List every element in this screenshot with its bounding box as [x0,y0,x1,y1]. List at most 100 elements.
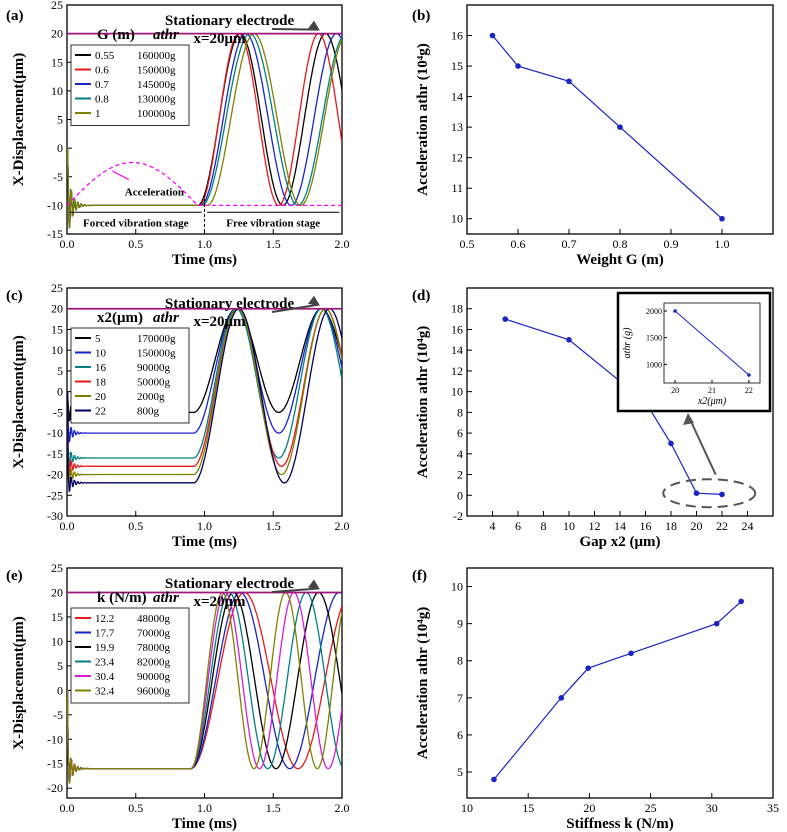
legend-name: 20 [95,391,107,403]
y-tick-label: 0 [57,683,63,697]
inset-y-label: athr (g) [622,327,633,359]
series-group [67,591,342,784]
inset-arrow [687,414,717,475]
highlight-ellipse [662,478,757,509]
plot-frame [466,567,774,799]
legend-name: 32.4 [95,686,115,698]
y-tick-label: 5 [57,659,63,673]
legend-name: 18 [95,377,107,389]
panel-f: (f) 10 15 20 25 30 35 5 6 7 8 9 10 Stiffness k (N/m) A… [412,567,779,832]
data-point-3 [628,650,634,657]
legend-name: 0.6 [95,65,109,77]
y-tick-label: -5 [53,170,63,184]
y-tick-label: 0 [57,141,63,155]
stationary-label: Stationary electrode [165,576,295,592]
y-tick-label: -5 [53,405,63,419]
panel-label: (d) [412,288,430,304]
y-tick-label: 15 [51,55,63,69]
y-tick-label: 4 [457,447,463,461]
y-tick-label: -15 [47,227,63,241]
y-tick-label: 5 [57,364,63,378]
inset-arrow-head [683,413,694,425]
x-tick-label: 1.0 [197,519,212,533]
y-tick-label: 11 [451,181,463,195]
x-tick-label: 10 [461,801,473,815]
legend-athr-header: athr [153,310,179,326]
legend-athr: 2000g [137,391,165,403]
arrow-shaft [271,28,319,31]
y-axis-label: X-Displacement(μm) [11,53,27,186]
x-tick-label: 4 [490,519,496,533]
inset-x-tick-label: 20 [671,386,679,395]
data-point-2 [566,78,572,85]
legend-athr: 150000g [137,65,176,77]
x-tick-label: 24 [742,519,754,533]
y-tick-label: -10 [47,426,63,440]
x-tick-label: 1.5 [266,519,281,533]
y-tick-label: 12 [451,151,463,165]
y-tick-label: 8 [457,405,463,419]
panel-label: (c) [6,288,23,304]
panel-label: (f) [412,568,427,584]
x-axis-label: Gap x2 (μm) [580,534,661,550]
panel-e: (e) 0.0 0.5 1.0 1.5 2.0 -20 -15 -10 -5 0 5 10 15 20 25 T… [6,561,350,832]
y-axis-label: X-Displacement(μm) [11,616,27,749]
y-tick-label: 12 [451,364,463,378]
x-tick-label: 14 [614,519,626,533]
x-axis-label: Time (ms) [172,816,237,832]
legend-name: 5 [95,333,101,345]
y-tick-label: 6 [457,426,463,440]
y-tick-label: 10 [51,634,63,648]
x-tick-label: 0.5 [128,519,143,533]
inset-y-tick-label: 2000 [646,307,662,316]
x-tick-label: 10 [563,519,575,533]
legend-athr: 145000g [137,79,176,91]
inset-y-tick-label: 1000 [646,360,662,369]
y-tick-label: 0 [57,385,63,399]
y-tick-label: 25 [51,281,63,295]
legend-athr: 130000g [137,94,176,106]
legend-name: 23.4 [95,657,115,669]
arrow-head [308,20,320,31]
x-tick-label: 8 [541,519,547,533]
series-group [67,308,342,493]
series-line-32.4 [67,591,342,784]
inset-point-1 [747,373,751,377]
x-tick-label: 2.0 [335,519,350,533]
x-tick-label: 0.0 [60,519,75,533]
acceleration-profile [66,161,342,207]
inset-line [674,310,750,376]
y-tick-label: 2 [457,468,463,482]
y-tick-label: 10 [51,84,63,98]
acceleration-label: Acceleration [125,187,184,199]
y-tick-label: 15 [51,610,63,624]
y-tick-label: -30 [47,509,63,523]
data-point-4 [693,490,700,497]
stationary-label: Stationary electrode [165,13,295,29]
y-tick-label: 7 [457,691,463,705]
y-tick-label: 0 [457,488,463,502]
legend-athr: 800g [137,406,160,418]
y-tick-label: -2 [453,509,463,523]
y-tick-label: 5 [457,765,463,779]
legend-athr: 82000g [137,657,171,669]
x-tick-label: 30 [706,801,718,815]
inset-x-label: x2(μm) [697,396,727,407]
legend-name: 0.55 [95,50,115,62]
x-tick-label: 25 [645,801,657,815]
y-tick-label: 20 [51,27,63,41]
legend-athr: 150000g [137,348,176,360]
legend-param-header: k (N/m) [97,590,147,606]
inset-box [616,291,772,413]
legend-athr: 90000g [137,362,171,374]
panel-c: (c) 0.0 0.5 1.0 1.5 2.0 -30 -25 -20 -15 -10 -5 0 5 10 1… [6,281,350,550]
x-tick-label: 0.0 [60,801,75,815]
data-line [493,600,742,780]
data-point-5 [738,598,744,605]
x-tick-label: 20 [583,801,595,815]
data-point-3 [617,124,623,130]
x-tick-label: 1.5 [266,237,281,251]
legend-athr-header: athr [153,27,179,43]
legend-athr: 96000g [137,686,171,698]
y-tick-label: 15 [51,322,63,336]
